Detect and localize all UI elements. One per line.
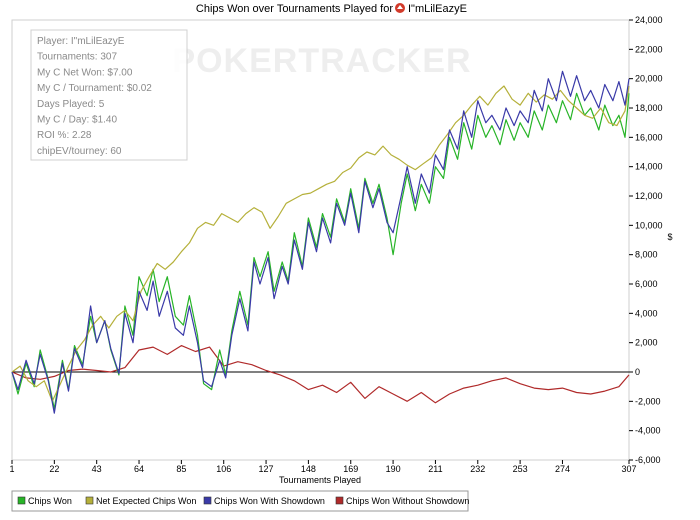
- x-tick-label: 253: [513, 464, 528, 474]
- stats-line: ROI %: 2.28: [37, 130, 92, 141]
- x-tick-label: 211: [428, 464, 442, 474]
- x-tick-label: 64: [134, 464, 144, 474]
- x-tick-label: 22: [49, 464, 59, 474]
- legend-item-chips-won-with-showdown: Chips Won With Showdown: [203, 496, 325, 506]
- stats-line: chipEV/tourney: 60: [37, 146, 122, 157]
- legend-swatch: [17, 496, 26, 505]
- y-tick-label: 20,000: [635, 74, 663, 84]
- legend-label: Net Expected Chips Won: [96, 496, 196, 506]
- legend-label: Chips Won: [28, 496, 72, 506]
- legend-swatch: [335, 496, 344, 505]
- y-tick-label: 0: [635, 367, 640, 377]
- series-line-net-expected-chips-won: [11, 85, 630, 402]
- legend-item-net-expected-chips-won: Net Expected Chips Won: [85, 496, 196, 506]
- y-tick-label: 22,000: [635, 44, 663, 54]
- legend-swatch: [203, 496, 212, 505]
- stats-line: Player: I"mLilEazyE: [37, 36, 125, 47]
- y-axis-title: $: [667, 232, 672, 242]
- stats-line: My C / Tournament: $0.02: [37, 83, 152, 94]
- player-badge-label: I"mLilEazyE: [408, 3, 467, 15]
- y-tick-label: 10,000: [635, 220, 663, 230]
- x-tick-label: 307: [621, 464, 636, 474]
- stats-line: My C / Day: $1.40: [37, 115, 117, 126]
- x-tick-label: 127: [259, 464, 274, 474]
- stats-line: Tournaments: 307: [37, 52, 117, 63]
- x-axis-title: Tournaments Played: [279, 475, 361, 485]
- x-tick-label: 190: [386, 464, 401, 474]
- y-tick-label: -6,000: [635, 455, 661, 465]
- stats-box-frame: [30, 29, 188, 161]
- stats-line: My C Net Won: $7.00: [37, 67, 133, 78]
- pokertracker-watermark: POKERTRACKER: [172, 42, 471, 80]
- y-tick-label: 12,000: [635, 191, 663, 201]
- legend-item-chips-won-without-showdown: Chips Won Without Showdown: [335, 496, 469, 506]
- x-tick-label: 148: [301, 464, 316, 474]
- x-tick-label: 106: [216, 464, 231, 474]
- x-tick-label: 232: [470, 464, 485, 474]
- x-tick-label: 1: [9, 464, 14, 474]
- legend-box: [11, 490, 469, 512]
- x-tick-label: 85: [176, 464, 186, 474]
- chart-title: Chips Won over Tournaments Played for: [196, 3, 393, 15]
- y-tick-label: 18,000: [635, 103, 663, 113]
- stats-box: Player: I"mLilEazyE Tournaments: 307 My C …: [30, 29, 188, 161]
- series-line-chips-won-with-showdown: [11, 70, 630, 414]
- legend-item-chips-won: Chips Won: [17, 496, 72, 506]
- stats-line: Days Played: 5: [37, 99, 105, 110]
- y-tick-label: 16,000: [635, 132, 663, 142]
- x-tick-label: 274: [555, 464, 570, 474]
- x-tick-label: 169: [343, 464, 358, 474]
- y-tick-label: -4,000: [635, 426, 661, 436]
- y-tick-label: 24,000: [635, 15, 663, 25]
- legend-label: Chips Won With Showdown: [214, 496, 325, 506]
- y-tick-label: 14,000: [635, 162, 663, 172]
- x-tick-label: 43: [92, 464, 102, 474]
- y-tick-label: -2,000: [635, 396, 661, 406]
- y-tick-label: 4,000: [635, 308, 658, 318]
- y-tick-label: 6,000: [635, 279, 658, 289]
- legend-swatch: [85, 496, 94, 505]
- y-tick-label: 8,000: [635, 250, 658, 260]
- y-tick-label: 2,000: [635, 338, 658, 348]
- series-line-chips-won-without-showdown: [11, 345, 630, 404]
- watermark-text: POKERTRACKER: [172, 42, 471, 80]
- legend-label: Chips Won Without Showdown: [346, 496, 469, 506]
- player-badge-icon: [395, 3, 405, 13]
